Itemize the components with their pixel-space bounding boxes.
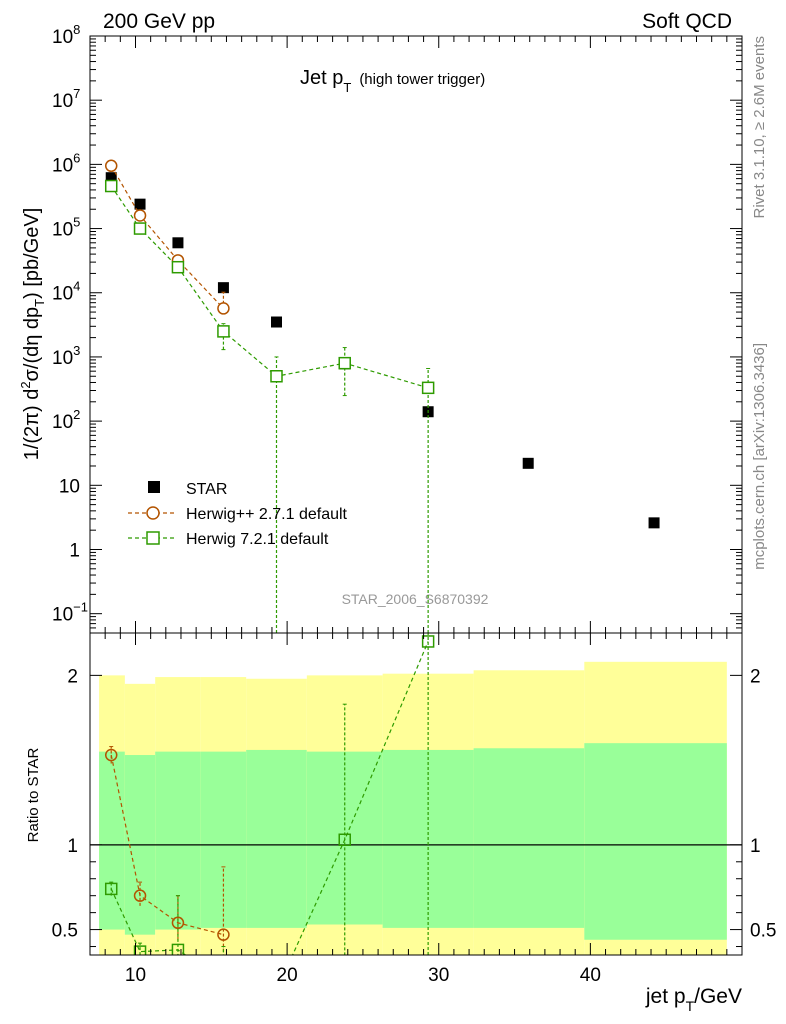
tick-base: 10	[52, 348, 73, 369]
ratio-uncertainty-bands	[99, 661, 727, 955]
ratio-y-tick-label-left: 2	[67, 666, 78, 687]
data-point-herwig7	[421, 381, 435, 395]
main-y-tick-label: 106	[52, 150, 80, 176]
ratio-band-inner	[584, 743, 727, 940]
data-point-star	[271, 316, 283, 328]
tick-base: 10	[52, 155, 73, 176]
ratio-y-tick-label-left: 1	[67, 836, 78, 857]
data-point-herwigpp	[217, 302, 230, 315]
main-y-tick-label: 103	[52, 343, 80, 369]
ratio-y-axis-label: Ratio to STAR	[25, 747, 42, 842]
main-ticks	[90, 36, 742, 634]
rivet-label: Rivet 3.1.10, ≥ 2.6M events	[751, 36, 768, 219]
ratio-y-tick-label-right: 0.5	[750, 921, 776, 942]
ratio-series	[104, 633, 435, 996]
header-right: Soft QCD	[642, 10, 732, 33]
ratio-y-tick-label-left: 0.5	[52, 921, 78, 942]
data-point-herwig7	[133, 222, 147, 235]
legend-marker-star	[148, 481, 160, 493]
ratio-band-inner	[200, 751, 247, 928]
series-line	[110, 185, 429, 389]
main-y-tick-label: 10−1	[52, 600, 88, 626]
ratio-band-inner	[246, 749, 307, 928]
x-axis-label: jet pT/GeV	[645, 985, 742, 1014]
x-tick-label: 30	[428, 965, 449, 986]
ratio-plot-frame	[89, 632, 743, 956]
data-point-herwig7	[270, 370, 283, 383]
legend: STAR Herwig++ 2.7.1 default Herwig 7.2.1…	[128, 481, 348, 548]
ratio-point-herwig7	[218, 975, 229, 986]
ratio-point-herwigpp	[104, 748, 118, 762]
tick-base: 10	[52, 605, 73, 626]
data-point-herwigpp	[104, 159, 118, 173]
mcplots-label: mcplots.cern.ch [arXiv:1306.3436]	[751, 343, 768, 570]
x-tick-label: 10	[125, 965, 146, 986]
tick-exponent: 6	[73, 150, 80, 165]
tick-base: 10	[52, 91, 73, 112]
data-point-herwig7	[217, 325, 230, 338]
legend-label-herwig7: Herwig 7.2.1 default	[186, 531, 329, 548]
data-point-star	[134, 198, 146, 210]
data-point-star	[217, 282, 229, 294]
analysis-watermark: STAR_2006_S6870392	[342, 591, 489, 607]
data-point-herwig7	[338, 356, 351, 370]
ratio-point-herwig7	[421, 635, 435, 648]
tick-exponent: 5	[73, 215, 80, 230]
ratio-band-inner	[99, 751, 125, 930]
data-point-star	[172, 237, 184, 249]
ratio-point-herwigpp	[171, 916, 185, 930]
ratio-point-herwig7	[271, 985, 282, 996]
data-point-herwig7	[171, 260, 185, 274]
ratio-panel: 0.5 0.5 1 1 2 2 10 20 30 40 Ratio to STAR jet pT/…	[25, 632, 777, 1014]
series-line	[110, 165, 224, 309]
main-y-tick-label: 102	[52, 407, 80, 433]
ratio-point-herwig7	[104, 882, 118, 896]
main-title: Jet pT (high tower trigger)	[300, 67, 485, 95]
main-y-tick-label: 108	[52, 22, 80, 48]
tick-base: 10	[52, 412, 73, 433]
ratio-point-herwig7	[171, 943, 185, 955]
tick-exponent: 3	[73, 343, 80, 358]
ratio-y-tick-label-right: 2	[750, 666, 761, 687]
data-point-star	[522, 457, 534, 469]
data-point-star	[105, 172, 117, 184]
legend-label-star: STAR	[186, 481, 227, 498]
tick-exponent: 2	[73, 407, 80, 422]
legend-marker-herwig7	[146, 531, 160, 545]
ratio-point-herwigpp	[217, 928, 230, 941]
legend-marker-herwigpp	[146, 506, 160, 520]
ratio-point-herwigpp	[133, 889, 147, 902]
ratio-point-herwig7	[133, 945, 147, 955]
main-series	[104, 159, 660, 633]
tick-exponent: −1	[73, 600, 88, 615]
main-y-axis-label: 1/(2π) d2σ/(dη dpT) [pb/GeV]	[18, 208, 47, 461]
ratio-series-line	[110, 754, 224, 936]
tick-exponent: 7	[73, 86, 80, 101]
ratio-band-inner	[473, 748, 585, 928]
tick-base: 10	[52, 27, 73, 48]
x-tick-label: 20	[277, 965, 298, 986]
tick-exponent: 8	[73, 22, 80, 37]
tick-exponent: 4	[73, 279, 80, 294]
main-y-tick-label: 10	[59, 476, 80, 497]
data-point-herwig7	[104, 179, 118, 193]
header-left: 200 GeV pp	[103, 10, 215, 33]
ratio-tick-labels: 0.5 0.5 1 1 2 2 10 20 30 40	[52, 666, 777, 986]
ratio-y-tick-label-right: 1	[750, 836, 761, 857]
tick-base: 10	[52, 284, 73, 305]
tick-base: 10	[52, 220, 73, 241]
ratio-ticks	[90, 633, 742, 955]
legend-label-herwigpp: Herwig++ 2.7.1 default	[186, 506, 348, 523]
ratio-point-herwig7	[338, 833, 351, 847]
x-tick-label: 40	[580, 965, 601, 986]
data-point-star	[648, 517, 660, 529]
main-y-tick-label: 1	[69, 540, 80, 561]
main-y-tick-label: 105	[52, 215, 80, 241]
main-y-tick-label: 104	[52, 279, 80, 305]
main-y-tick-label: 107	[52, 86, 80, 112]
data-point-herwigpp	[133, 209, 147, 222]
